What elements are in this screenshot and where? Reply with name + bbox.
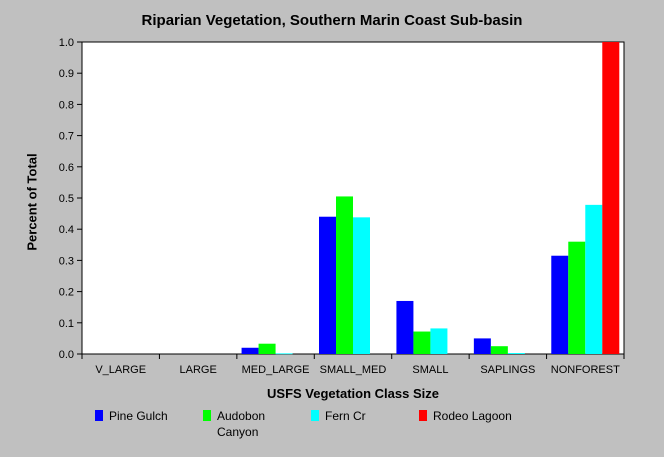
bar-pine-gulch-nonforest <box>551 255 569 354</box>
y-tick-label: 0.4 <box>59 224 74 236</box>
bar-audobon-canyon-med-large <box>258 343 276 354</box>
bar-audobon-canyon-nonforest <box>568 241 586 354</box>
bar-fern-cr-med-large <box>275 353 293 355</box>
y-tick-label: 1.0 <box>59 37 74 49</box>
y-tick-label: 0.7 <box>59 131 74 143</box>
y-tick-label: 0.8 <box>59 99 74 111</box>
legend-label: Pine Gulch <box>109 409 168 423</box>
y-axis: 0.0 0.1 0.2 0.3 0.4 0.5 0.6 0.7 0.8 0.9 1.0 <box>59 37 82 361</box>
x-axis-label: USFS Vegetation Class Size <box>267 386 439 401</box>
legend-label: Audobon Canyon <box>217 409 266 439</box>
chart-title: Riparian Vegetation, Southern Marin Coas… <box>141 12 523 29</box>
legend-label: Fern Cr <box>325 409 366 423</box>
legend-swatch <box>203 410 211 421</box>
legend-swatch <box>95 410 103 421</box>
bar-pine-gulch-saplings <box>473 338 491 354</box>
y-tick-label: 0.2 <box>59 287 74 299</box>
x-axis: V_LARGE LARGE MED_LARGE SMALL_MED SMALL SAPLI… <box>81 354 625 376</box>
x-tick-label: V_LARGE <box>95 364 146 376</box>
bar-audobon-canyon-small-med <box>336 196 353 354</box>
x-tick-label: MED_LARGE <box>242 364 310 376</box>
legend-label: Rodeo Lagoon <box>433 409 512 423</box>
bars-group <box>241 42 620 355</box>
y-tick-label: 0.5 <box>59 193 74 205</box>
bar-fern-cr-small <box>430 328 448 354</box>
y-tick-label: 0.1 <box>59 318 74 330</box>
bar-pine-gulch-small-med <box>319 216 336 354</box>
bar-pine-gulch-small <box>396 300 414 354</box>
y-tick-label: 0.0 <box>59 349 74 361</box>
bar-pine-gulch-med-large <box>241 347 259 354</box>
x-tick-label: SMALL_MED <box>320 364 387 376</box>
y-tick-label: 0.6 <box>59 162 74 174</box>
y-tick-label: 0.9 <box>59 68 74 80</box>
x-tick-label: LARGE <box>179 364 216 376</box>
bar-fern-cr-small-med <box>353 217 370 354</box>
legend-swatch <box>419 410 427 421</box>
y-tick-label: 0.3 <box>59 255 74 267</box>
bar-audobon-canyon-small <box>413 331 431 354</box>
bar-audobon-canyon-saplings <box>490 346 508 354</box>
bar-fern-cr-nonforest <box>585 204 603 354</box>
y-axis-label: Percent of Total <box>24 153 40 251</box>
bar-fern-cr-saplings <box>507 353 525 354</box>
x-tick-label: SMALL <box>412 364 448 376</box>
x-tick-label: SAPLINGS <box>480 364 535 376</box>
bar-rodeo-lagoon-nonforest <box>602 42 620 354</box>
x-tick-label: NONFOREST <box>551 364 620 376</box>
legend-swatch <box>311 410 319 421</box>
